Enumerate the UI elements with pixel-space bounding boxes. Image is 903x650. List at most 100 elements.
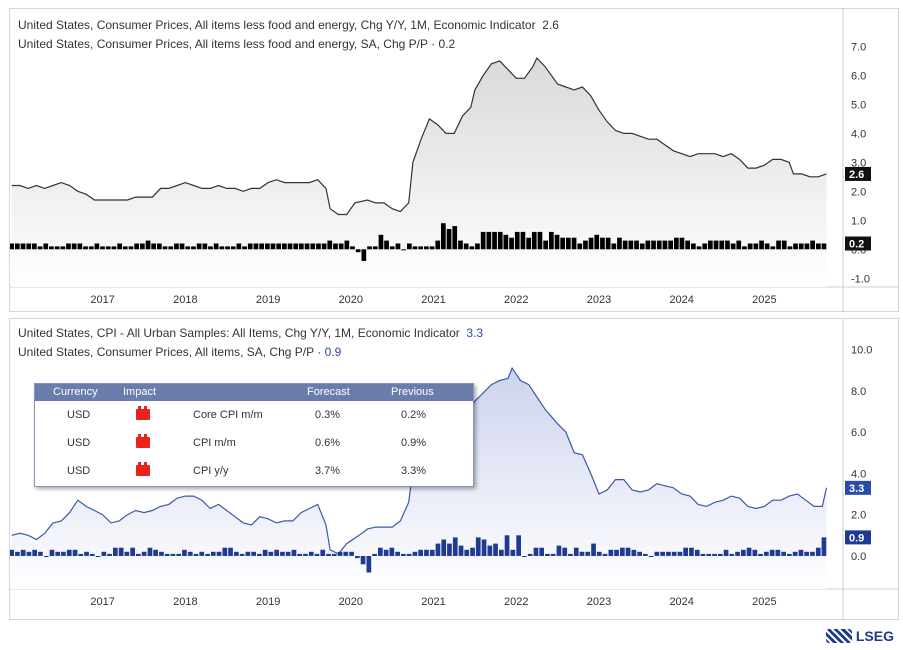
bar xyxy=(124,551,130,556)
bar xyxy=(147,547,153,556)
bar xyxy=(105,246,111,250)
lseg-logo[interactable]: LSEG xyxy=(825,628,894,644)
bar xyxy=(395,243,401,250)
bar xyxy=(304,243,310,250)
bar xyxy=(787,246,793,250)
bar xyxy=(54,246,60,250)
bar xyxy=(122,246,128,250)
bar xyxy=(95,556,101,557)
bar xyxy=(88,246,94,250)
bar xyxy=(141,551,147,556)
bar xyxy=(43,556,49,557)
bar xyxy=(174,243,179,250)
bar xyxy=(424,549,429,556)
y-tick-label: 10.0 xyxy=(851,345,872,357)
bar xyxy=(816,243,821,250)
event-row[interactable]: USD CPI y/y 3.7% 3.3% xyxy=(35,457,473,485)
event-row[interactable]: USD Core CPI m/m 0.3% 0.2% xyxy=(35,401,473,429)
bar xyxy=(775,549,781,556)
bar xyxy=(441,539,447,556)
bar xyxy=(134,243,139,250)
bar xyxy=(556,545,562,556)
bar xyxy=(331,553,337,556)
value-badge-text: 2.6 xyxy=(849,169,864,181)
bar xyxy=(522,556,527,557)
bar xyxy=(736,240,742,250)
x-tick-label: 2022 xyxy=(504,596,528,608)
bar xyxy=(168,246,174,250)
bar xyxy=(310,243,316,250)
bar xyxy=(151,243,156,250)
legend-series-4: United States, Consumer Prices, All item… xyxy=(18,345,342,359)
bar xyxy=(205,553,210,556)
bar xyxy=(268,551,274,556)
bar xyxy=(299,243,304,250)
bar xyxy=(321,243,327,250)
event-row[interactable]: USD CPI m/m 0.6% 0.9% xyxy=(35,429,473,457)
lseg-mark-icon xyxy=(825,629,852,643)
bar xyxy=(176,553,182,556)
bar xyxy=(645,240,651,250)
bar xyxy=(683,547,688,556)
bar xyxy=(407,243,412,250)
bar xyxy=(637,551,642,556)
bar xyxy=(742,246,747,250)
bar xyxy=(689,547,694,556)
bar xyxy=(611,243,617,250)
bar xyxy=(49,246,54,250)
x-tick-label: 2018 xyxy=(173,294,197,306)
bar xyxy=(202,243,208,250)
bar xyxy=(26,551,32,556)
bar xyxy=(753,243,759,250)
bar xyxy=(677,551,683,556)
bar xyxy=(355,249,361,253)
bar xyxy=(247,243,253,250)
bar xyxy=(327,240,333,250)
series-line xyxy=(11,56,827,216)
bar xyxy=(216,551,222,556)
bar xyxy=(441,223,446,250)
bar xyxy=(463,243,469,250)
bar xyxy=(674,237,679,250)
x-tick-label: 2019 xyxy=(256,294,280,306)
bar xyxy=(464,549,470,556)
bar xyxy=(274,549,279,556)
bar xyxy=(193,553,199,556)
bar xyxy=(219,246,225,250)
x-tick-label: 2021 xyxy=(421,294,445,306)
bar xyxy=(591,543,596,556)
bar xyxy=(418,549,423,556)
bar xyxy=(117,243,122,250)
bar xyxy=(446,229,452,250)
bar xyxy=(435,543,441,556)
bar xyxy=(429,549,435,556)
bar xyxy=(72,549,78,556)
bar xyxy=(781,551,786,556)
bar xyxy=(651,240,656,250)
bar xyxy=(337,551,343,556)
header-impact: Impact xyxy=(123,386,157,398)
event-previous: 0.2% xyxy=(401,409,427,421)
bar xyxy=(568,553,573,556)
bar xyxy=(113,547,118,556)
bar xyxy=(320,549,326,556)
bar xyxy=(196,243,202,250)
bar xyxy=(111,246,117,250)
bar xyxy=(706,553,712,556)
bar xyxy=(804,551,809,556)
bar xyxy=(389,246,395,250)
bar xyxy=(55,551,61,556)
bar xyxy=(608,549,614,556)
bar xyxy=(475,243,480,250)
x-tick-label: 2021 xyxy=(421,596,445,608)
bar xyxy=(758,553,763,556)
bar xyxy=(191,246,196,250)
bar xyxy=(550,553,556,556)
bar xyxy=(412,551,418,556)
value-badge-text: 0.2 xyxy=(849,239,864,251)
bar xyxy=(573,547,579,556)
bar xyxy=(562,547,568,556)
bar xyxy=(776,240,781,250)
bar xyxy=(602,553,608,556)
bar xyxy=(458,545,464,556)
